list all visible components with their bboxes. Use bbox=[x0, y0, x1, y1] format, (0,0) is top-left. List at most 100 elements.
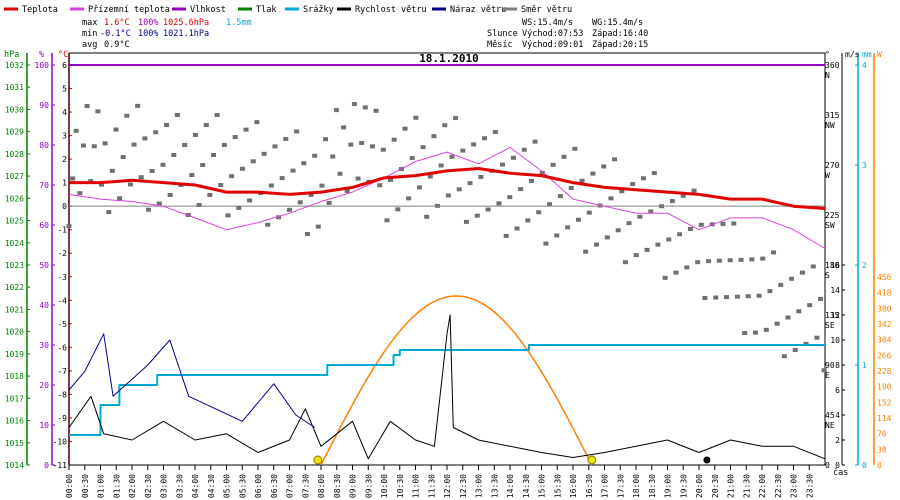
info-sun-label: Slunce bbox=[487, 29, 518, 39]
legend-label-0: Teplota bbox=[22, 5, 58, 15]
wind-direction-point bbox=[727, 258, 733, 263]
pressure-tick-label: 1032 bbox=[5, 61, 24, 70]
x-tick-label: 08:30 bbox=[333, 474, 342, 498]
x-tick-label: 12:30 bbox=[459, 474, 468, 498]
x-tick-label: 02:30 bbox=[144, 474, 153, 498]
direction-compass-label: S bbox=[825, 271, 830, 280]
wind-direction-point bbox=[687, 227, 693, 232]
solar-tick-label: 38 bbox=[877, 445, 887, 454]
humidity-tick-label: 40 bbox=[39, 301, 49, 310]
temperature-line bbox=[69, 167, 826, 210]
direction-tick-label: 360 bbox=[825, 61, 840, 70]
temperature-tick-label: 6 bbox=[62, 61, 67, 70]
pressure-tick-label: 1014 bbox=[5, 461, 24, 470]
pressure-tick-label: 1015 bbox=[5, 439, 24, 448]
wind-direction-point bbox=[547, 202, 553, 207]
temperature-tick-label: -6 bbox=[57, 343, 67, 352]
wind-direction-point bbox=[135, 103, 141, 108]
stats-max-rain: 1.5mm bbox=[226, 18, 252, 28]
wind-direction-series bbox=[66, 102, 827, 373]
wind-direction-point bbox=[774, 321, 780, 326]
pressure-tick-label: 1018 bbox=[5, 372, 24, 381]
wind-tick-label: 10 bbox=[830, 336, 840, 345]
wind-direction-point bbox=[807, 303, 813, 308]
wind-direction-point bbox=[196, 203, 202, 207]
wind-direction-point bbox=[167, 193, 173, 197]
wind-direction-point bbox=[449, 154, 455, 159]
wind-direction-point bbox=[651, 171, 657, 176]
wind-direction-point bbox=[478, 174, 484, 179]
x-tick-label: 23:30 bbox=[805, 474, 814, 498]
legend-label-3: Tlak bbox=[256, 5, 276, 15]
wind-tick-label: 12 bbox=[830, 311, 840, 320]
wind-direction-point bbox=[164, 123, 170, 127]
wind-direction-point bbox=[402, 126, 408, 131]
wind-gust-line bbox=[68, 333, 315, 428]
wind-direction-point bbox=[445, 193, 451, 198]
wind-direction-point bbox=[294, 129, 300, 134]
temperature-tick-label: 1 bbox=[62, 179, 67, 188]
wind-direction-point bbox=[673, 270, 679, 275]
wind-direction-point bbox=[247, 198, 253, 203]
wind-direction-point bbox=[250, 159, 256, 164]
wind-tick-label: 16 bbox=[830, 261, 840, 270]
wind-direction-point bbox=[265, 222, 271, 227]
x-tick-label: 03:30 bbox=[175, 474, 184, 498]
temperature-tick-label: 5 bbox=[62, 85, 67, 94]
wind-direction-point bbox=[756, 293, 762, 298]
rain-tick-label: 2 bbox=[862, 261, 867, 270]
rain-tick-label: 0 bbox=[862, 461, 867, 470]
wind-direction-point bbox=[691, 188, 697, 193]
sunrise-marker bbox=[313, 455, 323, 465]
info-moon-label: Měsíc bbox=[487, 40, 513, 50]
wind-direction-point bbox=[792, 348, 798, 353]
sunset-marker bbox=[587, 455, 597, 465]
x-tick-label: 16:00 bbox=[569, 474, 578, 498]
info-moonrise: Východ:09:01 bbox=[522, 40, 583, 50]
humidity-tick-label: 70 bbox=[39, 181, 49, 190]
pressure-tick-label: 1017 bbox=[5, 394, 24, 403]
wind-direction-point bbox=[409, 156, 415, 161]
wind-direction-point bbox=[767, 289, 773, 294]
wind-direction-point bbox=[789, 276, 795, 281]
wind-direction-point bbox=[203, 123, 209, 127]
wind-direction-point bbox=[395, 207, 401, 212]
humidity-axis-unit: % bbox=[39, 50, 44, 60]
wind-direction-point bbox=[503, 233, 509, 238]
humidity-tick-label: 100 bbox=[35, 61, 50, 70]
wind-direction-point bbox=[323, 137, 329, 142]
wind-direction-point bbox=[760, 256, 766, 261]
wind-direction-point bbox=[229, 174, 235, 179]
legend-label-4: Srážky bbox=[303, 5, 334, 15]
wind-direction-point bbox=[720, 221, 726, 226]
pressure-tick-label: 1027 bbox=[5, 172, 24, 181]
wind-direction-point bbox=[225, 213, 231, 218]
pressure-tick-label: 1021 bbox=[5, 305, 24, 314]
x-tick-label: 08:00 bbox=[317, 474, 326, 498]
x-tick-label: 16:30 bbox=[585, 474, 594, 498]
x-tick-label: 21:30 bbox=[742, 474, 751, 498]
wind-direction-point bbox=[778, 282, 784, 287]
pressure-tick-label: 1026 bbox=[5, 194, 24, 203]
x-tick-label: 09:30 bbox=[364, 474, 373, 498]
series-lines bbox=[68, 64, 826, 466]
wind-direction-point bbox=[608, 196, 614, 201]
wind-direction-point bbox=[612, 157, 618, 162]
x-tick-label: 06:30 bbox=[270, 474, 279, 498]
solar-tick-label: 0 bbox=[877, 461, 882, 470]
x-tick-label: 09:00 bbox=[349, 474, 358, 498]
wind-direction-point bbox=[557, 194, 563, 199]
wind-direction-point bbox=[369, 144, 375, 149]
pressure-tick-label: 1023 bbox=[5, 261, 24, 270]
wind-tick-label: 8 bbox=[835, 361, 840, 370]
wind-direction-point bbox=[500, 162, 506, 167]
x-tick-label: 07:00 bbox=[286, 474, 295, 498]
info-sunrise: Východ:07:53 bbox=[522, 29, 583, 39]
humidity-tick-label: 60 bbox=[39, 221, 49, 230]
legend-label-7: Směr větru bbox=[521, 5, 572, 15]
wind-direction-point bbox=[463, 219, 469, 224]
direction-tick-label: 225 bbox=[825, 211, 840, 220]
wind-direction-point bbox=[268, 183, 274, 188]
wind-direction-point bbox=[243, 127, 249, 132]
